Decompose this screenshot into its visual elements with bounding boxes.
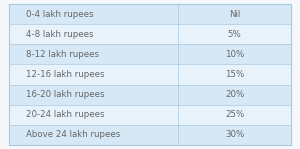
Text: 20-24 lakh rupees: 20-24 lakh rupees: [26, 110, 104, 119]
FancyBboxPatch shape: [9, 4, 291, 24]
Text: 20%: 20%: [225, 90, 244, 99]
Text: 8-12 lakh rupees: 8-12 lakh rupees: [26, 50, 99, 59]
Text: 25%: 25%: [225, 110, 244, 119]
Text: 16-20 lakh rupees: 16-20 lakh rupees: [26, 90, 104, 99]
FancyBboxPatch shape: [9, 84, 291, 104]
Text: Above 24 lakh rupees: Above 24 lakh rupees: [26, 130, 120, 139]
FancyBboxPatch shape: [9, 65, 291, 84]
FancyBboxPatch shape: [9, 24, 291, 45]
Text: 0-4 lakh rupees: 0-4 lakh rupees: [26, 10, 93, 19]
Text: Nil: Nil: [229, 10, 240, 19]
Text: 10%: 10%: [225, 50, 244, 59]
Text: 30%: 30%: [225, 130, 244, 139]
FancyBboxPatch shape: [9, 125, 291, 145]
Text: 5%: 5%: [228, 30, 242, 39]
FancyBboxPatch shape: [9, 45, 291, 65]
FancyBboxPatch shape: [9, 104, 291, 125]
Text: 12-16 lakh rupees: 12-16 lakh rupees: [26, 70, 104, 79]
Text: 15%: 15%: [225, 70, 244, 79]
Text: 4-8 lakh rupees: 4-8 lakh rupees: [26, 30, 93, 39]
